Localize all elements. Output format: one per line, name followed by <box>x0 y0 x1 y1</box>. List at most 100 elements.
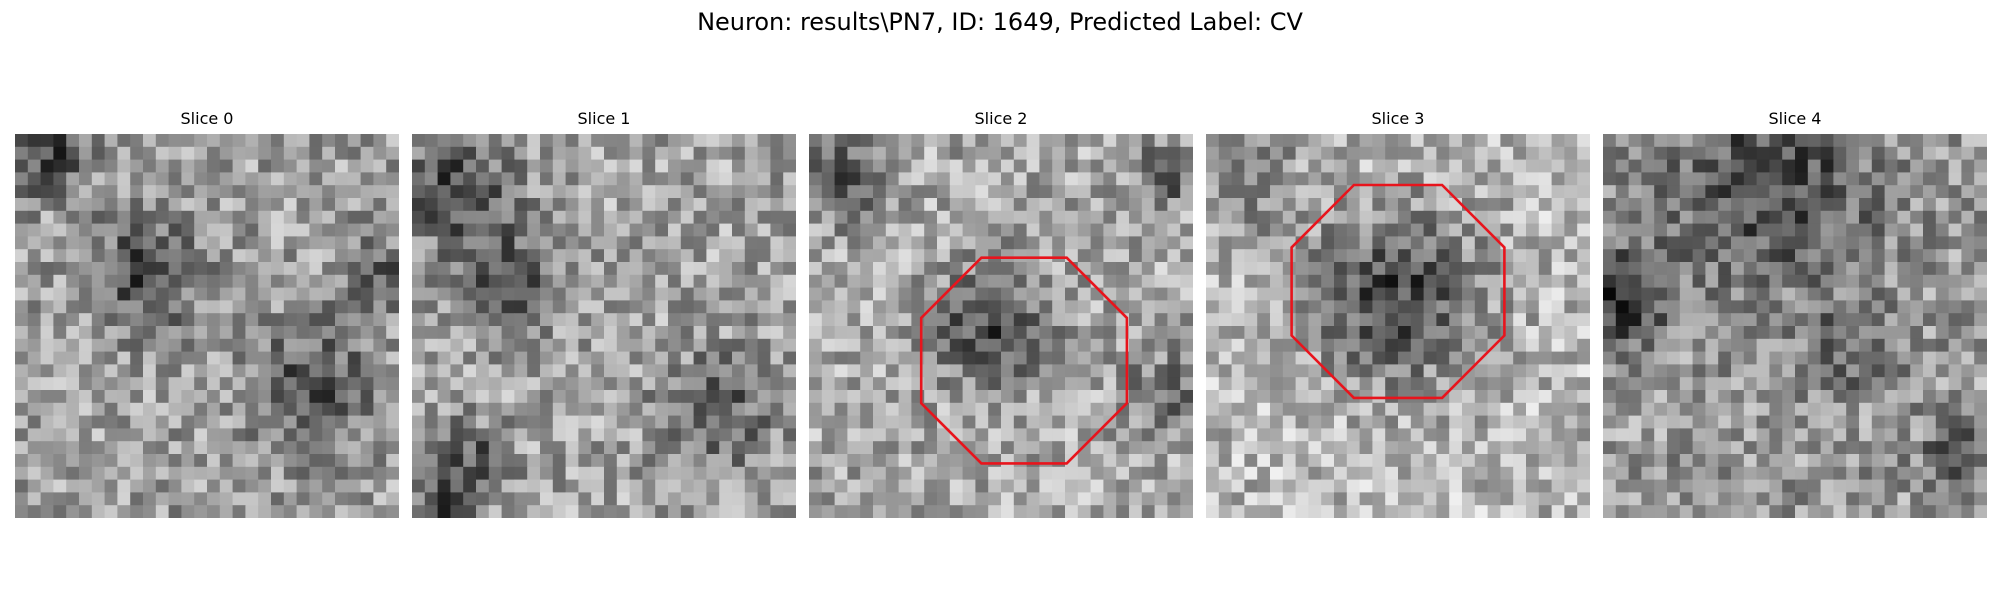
image-pixel <box>937 454 951 468</box>
image-pixel <box>924 364 938 378</box>
image-pixel <box>578 146 592 160</box>
image-pixel <box>1282 185 1296 199</box>
image-pixel <box>642 338 656 352</box>
image-pixel <box>386 454 399 468</box>
image-pixel <box>911 479 925 493</box>
image-pixel <box>911 198 925 212</box>
image-pixel <box>1206 428 1220 442</box>
image-pixel <box>757 479 771 493</box>
image-pixel <box>1807 377 1821 391</box>
image-pixel <box>1206 274 1220 288</box>
image-pixel <box>335 390 349 404</box>
image-pixel <box>1410 287 1424 301</box>
image-pixel <box>168 134 182 148</box>
image-pixel <box>104 492 118 506</box>
image-pixel <box>117 505 131 518</box>
image-pixel <box>1206 287 1220 301</box>
image-pixel <box>1769 134 1783 148</box>
image-pixel <box>962 338 976 352</box>
image-pixel <box>283 223 297 237</box>
image-pixel <box>1923 415 1937 429</box>
image-pixel <box>1474 185 1488 199</box>
image-pixel <box>245 249 259 263</box>
image-pixel <box>1001 364 1015 378</box>
image-pixel <box>1026 326 1040 340</box>
image-pixel <box>975 223 989 237</box>
image-pixel <box>168 287 182 301</box>
image-pixel <box>194 172 208 186</box>
image-pixel <box>1359 377 1373 391</box>
image-pixel <box>1795 377 1809 391</box>
image-pixel <box>335 377 349 391</box>
image-pixel <box>104 415 118 429</box>
image-pixel <box>514 338 528 352</box>
image-pixel <box>1782 134 1796 148</box>
image-pixel <box>1667 172 1681 186</box>
image-pixel <box>962 313 976 327</box>
image-pixel <box>1551 185 1565 199</box>
image-pixel <box>1935 441 1949 455</box>
image-pixel <box>1065 326 1079 340</box>
image-pixel <box>143 338 157 352</box>
image-pixel <box>668 326 682 340</box>
image-pixel <box>1551 505 1565 518</box>
image-pixel <box>616 287 630 301</box>
image-pixel <box>53 364 67 378</box>
image-pixel <box>668 338 682 352</box>
image-pixel <box>706 415 720 429</box>
image-pixel <box>1692 300 1706 314</box>
image-pixel <box>1615 402 1629 416</box>
image-pixel <box>1372 505 1386 518</box>
image-pixel <box>1385 172 1399 186</box>
image-pixel <box>821 454 835 468</box>
image-pixel <box>335 146 349 160</box>
image-pixel <box>1282 364 1296 378</box>
image-pixel <box>15 300 29 314</box>
image-pixel <box>1090 172 1104 186</box>
image-pixel <box>821 402 835 416</box>
image-pixel <box>834 479 848 493</box>
image-pixel <box>1833 326 1847 340</box>
image-pixel <box>821 223 835 237</box>
image-pixel <box>988 351 1002 365</box>
image-pixel <box>604 172 618 186</box>
image-pixel <box>53 454 67 468</box>
image-pixel <box>552 185 566 199</box>
image-pixel <box>258 479 272 493</box>
image-pixel <box>1679 134 1693 148</box>
image-pixel <box>40 326 54 340</box>
image-pixel <box>53 390 67 404</box>
image-pixel <box>1807 402 1821 416</box>
image-pixel <box>1154 249 1168 263</box>
image-pixel <box>668 505 682 518</box>
image-pixel <box>347 441 361 455</box>
image-pixel <box>1295 454 1309 468</box>
image-pixel <box>744 300 758 314</box>
image-pixel <box>540 146 554 160</box>
image-pixel <box>130 377 144 391</box>
image-pixel <box>1974 313 1987 327</box>
image-pixel <box>1628 479 1642 493</box>
image-pixel <box>860 338 874 352</box>
image-pixel <box>1782 287 1796 301</box>
image-pixel <box>117 402 131 416</box>
image-pixel <box>1871 466 1885 480</box>
image-pixel <box>655 479 669 493</box>
image-pixel <box>1718 492 1732 506</box>
image-pixel <box>437 441 451 455</box>
image-pixel <box>1334 249 1348 263</box>
image-pixel <box>1090 236 1104 250</box>
image-pixel <box>1013 351 1027 365</box>
image-pixel <box>629 415 643 429</box>
image-pixel <box>245 428 259 442</box>
image-pixel <box>1679 326 1693 340</box>
image-pixel <box>1935 198 1949 212</box>
image-pixel <box>1398 172 1412 186</box>
image-pixel <box>732 262 746 276</box>
image-pixel <box>1141 210 1155 224</box>
image-pixel <box>15 262 29 276</box>
image-pixel <box>1065 364 1079 378</box>
image-pixel <box>514 377 528 391</box>
image-pixel <box>1743 466 1757 480</box>
image-pixel <box>168 236 182 250</box>
